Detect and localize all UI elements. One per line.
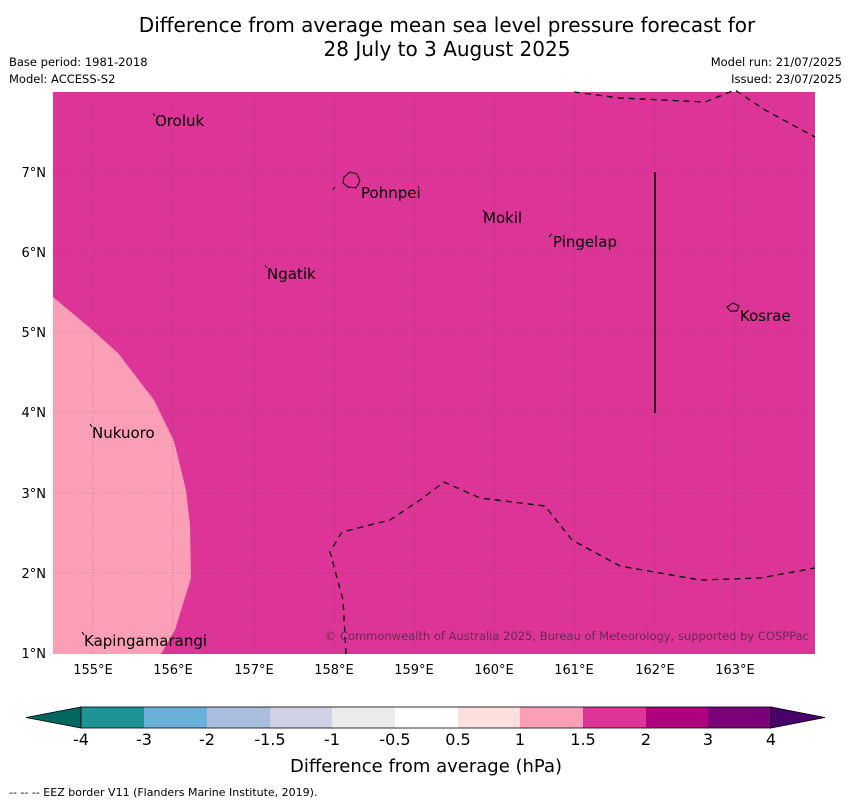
colorbar-tick: 2 [641,730,651,749]
lon-tick-label: 158°E [314,663,354,678]
lon-tick-label: 160°E [474,663,514,678]
map-title-line-1: Difference from average mean sea level p… [138,13,756,37]
pohnpei-island-outline [342,171,361,189]
eez-border-lines [329,89,816,655]
colorbar-swatch [708,707,771,728]
lon-tick-label: 155°E [73,663,113,678]
colorbar-swatch [646,707,708,728]
lat-tick-label: 4°N [22,406,47,421]
map-panel: Oroluk Pohnpei Mokil Pingelap Ngatik Kos… [53,89,816,655]
colorbar-swatch [81,707,144,728]
colorbar-swatch [207,707,270,728]
lon-tick-label: 156°E [153,663,193,678]
lon-tick-label: 161°E [554,663,594,678]
colorbar-swatch [144,707,207,728]
colorbar-tick: -1.5 [254,730,285,749]
lat-tick-label: 6°N [22,246,47,261]
colorbar-swatch [520,707,583,728]
label-oroluk: Oroluk [155,112,204,130]
lat-tick-label: 3°N [22,487,47,502]
label-kosrae: Kosrae [740,307,791,325]
lat-tick-label: 5°N [22,326,47,341]
eez-border-note: -- -- -- EEZ border V11 (Flanders Marine… [9,786,318,799]
lon-tick-label: 157°E [234,663,274,678]
atoll-markers [81,112,553,636]
label-ngatik: Ngatik [267,265,316,283]
label-pingelap: Pingelap [553,233,617,251]
colorbar-swatch [583,707,646,728]
label-nukuoro: Nukuoro [92,424,155,442]
colorbar-tick: -3 [136,730,152,749]
kosrae-island-outline [726,302,740,312]
place-labels: Oroluk Pohnpei Mokil Pingelap Ngatik Kos… [84,112,791,650]
colorbar-outline [80,706,772,729]
colorbar-label: Difference from average (hPa) [290,756,562,777]
colorbar-tick: -0.5 [379,730,410,749]
colorbar-tick: 4 [766,730,776,749]
label-mokil: Mokil [483,209,522,227]
colorbar-over-arrow [770,706,826,729]
colorbar-tick: 0.5 [445,730,470,749]
lat-tick-label: 2°N [22,567,47,582]
lon-tick-label: 159°E [394,663,434,678]
copyright-notice: © Commonwealth of Australia 2025, Bureau… [325,629,809,643]
colorbar-tick-labels: -4 -3 -2 -1.5 -1 -0.5 0.5 1 1.5 2 3 4 [73,730,776,749]
latitude-axis: 7°N 6°N 5°N 4°N 3°N 2°N 1°N [22,166,47,662]
colorbar: -4 -3 -2 -1.5 -1 -0.5 0.5 1 1.5 2 3 4 Di… [25,706,826,777]
longitude-axis: 155°E 156°E 157°E 158°E 159°E 160°E 161°… [73,663,755,678]
colorbar-swatch [395,707,458,728]
lat-tick-label: 7°N [22,166,47,181]
colorbar-tick: 1.5 [570,730,595,749]
colorbar-swatch [332,707,395,728]
run-info: Model run: 21/07/2025 Issued: 23/07/2025 [711,54,842,88]
base-period: Base period: 1981-2018 [9,55,148,69]
model-info: Base period: 1981-2018 Model: ACCESS-S2 [9,54,148,88]
label-kapingamarangi: Kapingamarangi [84,632,207,650]
issued-date: Issued: 23/07/2025 [731,72,842,86]
colorbar-tick: -4 [73,730,89,749]
lat-tick-label: 1°N [22,647,47,662]
colorbar-tick: -2 [199,730,215,749]
model-name: Model: ACCESS-S2 [9,72,116,86]
ant-atoll-mark [332,186,336,191]
lon-tick-label: 163°E [715,663,755,678]
model-run: Model run: 21/07/2025 [710,55,842,69]
colorbar-tick: 1 [515,730,525,749]
colorbar-swatch [458,707,520,728]
pressure-anomaly-band-1-to-1-5 [53,297,191,654]
lon-tick-label: 162°E [635,663,675,678]
colorbar-tick: -1 [324,730,340,749]
map-title-line-2: 28 July to 3 August 2025 [323,37,571,61]
colorbar-swatch [270,707,332,728]
colorbar-under-arrow [25,706,82,729]
label-pohnpei: Pohnpei [361,184,421,202]
colorbar-tick: 3 [703,730,713,749]
